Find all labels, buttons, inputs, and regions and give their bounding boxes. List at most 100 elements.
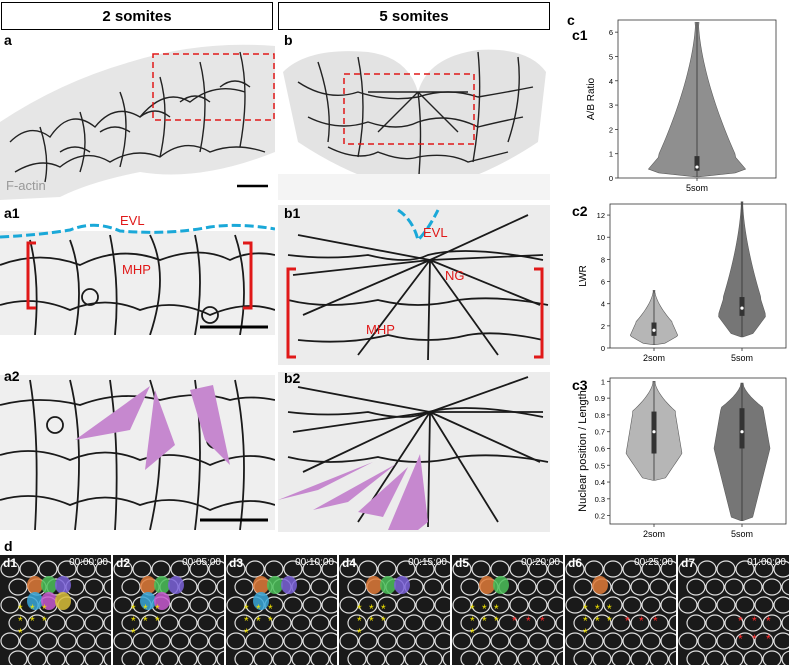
tracked-cell [140,592,156,610]
label-a: a [4,32,12,48]
cell-outline [536,578,556,596]
cell-outline [528,632,548,650]
frame-time-label: 00:10:00 [295,557,334,568]
cell-highlight-a2-1 [75,386,150,440]
cell-outline [358,560,378,578]
cell-outline [377,632,397,650]
cell-outline [264,560,284,578]
y-tick-label: 3 [609,101,613,110]
tracked-cell [380,576,396,594]
cell-outline [38,632,58,650]
cell-outline [283,632,303,650]
y-tick-label: 0.5 [595,461,605,470]
median-2som [652,430,656,434]
cell-outline [724,650,744,665]
cell-outline [57,560,77,578]
cell-outline [555,614,563,632]
y-axis-label: A/B Ratio [586,77,597,120]
cell-outline [366,614,386,632]
cell-outline [471,560,491,578]
cell-outline [19,560,39,578]
cell-outline [121,578,141,596]
cell-outline [754,596,774,614]
cell-outline [302,560,322,578]
cell-outline [660,596,676,614]
cell-outline [358,632,378,650]
tracked-cell [366,576,382,594]
tracked-cell [41,576,57,594]
cell-outline [84,650,104,665]
cell-outline [490,596,510,614]
cell-outline [528,596,548,614]
cell-outline [310,614,330,632]
tracked-cell [493,576,509,594]
cell-outline [189,560,209,578]
x-tick-label: 5som [731,529,753,539]
cell-outline [641,596,661,614]
cell-outline [517,578,537,596]
cell-outline [603,560,623,578]
star-marker: * [155,614,160,628]
zoom-box-a [152,53,275,121]
factin-label: F-actin [6,178,46,193]
y-axis-label: Nuclear position / Length [577,390,589,512]
star-marker: * [30,614,35,628]
median-5som [695,165,699,169]
star-marker: * [143,602,148,616]
cell-outline [743,578,763,596]
cell-outline [151,560,171,578]
cell-outline [490,632,510,650]
cell-outline [555,650,563,665]
red-star-marker: * [625,614,630,628]
frame-id-label: d5 [455,556,470,570]
cell-outline [471,596,491,614]
timelapse-image: * * * * * * [678,560,789,665]
cell-outline [208,560,224,578]
panel-b2-micrograph [278,372,550,532]
cell-outline [84,614,104,632]
cell-outline [754,560,774,578]
cell-outline [415,596,435,614]
cell-outline [272,614,292,632]
tracked-cell [55,576,71,594]
cell-outline [762,650,782,665]
cell-outline [442,650,450,665]
star-marker: * [256,602,261,616]
bracket-left-b1 [286,267,296,359]
cell-outline [358,596,378,614]
red-star-marker: * [766,632,771,646]
cell-outline [310,578,330,596]
cell-outline [396,560,416,578]
panel-b2-image [278,376,549,530]
tracked-cell [140,576,156,594]
cell-outline [178,614,198,632]
timelapse-image: * * ** * *** * * [452,560,563,665]
cell-outline [197,578,217,596]
cell-outline [479,650,499,665]
red-star-marker: * [512,614,517,628]
star-marker: * [244,626,249,640]
tracked-cell [479,576,495,594]
star-marker: * [18,626,23,640]
cell-outline [565,596,585,614]
star-marker: * [30,602,35,616]
tracked-cell [394,576,410,594]
cell-outline [404,650,424,665]
cell-outline [197,614,217,632]
cell-outline [216,650,224,665]
cell-outline [65,614,85,632]
cell-outline [226,560,246,578]
cell-outline [697,560,717,578]
red-star-marker: * [766,614,771,628]
y-tick-label: 6 [609,28,613,37]
cell-outline [8,650,28,665]
cell-outline [27,614,47,632]
star-marker: * [595,602,600,616]
cell-outline [347,650,367,665]
panel-a2-micrograph [0,370,275,530]
y-tick-label: 0 [609,174,613,183]
cell-outline [178,650,198,665]
cell-outline [38,560,58,578]
red-star-marker: * [738,632,743,646]
cell-outline [377,596,397,614]
